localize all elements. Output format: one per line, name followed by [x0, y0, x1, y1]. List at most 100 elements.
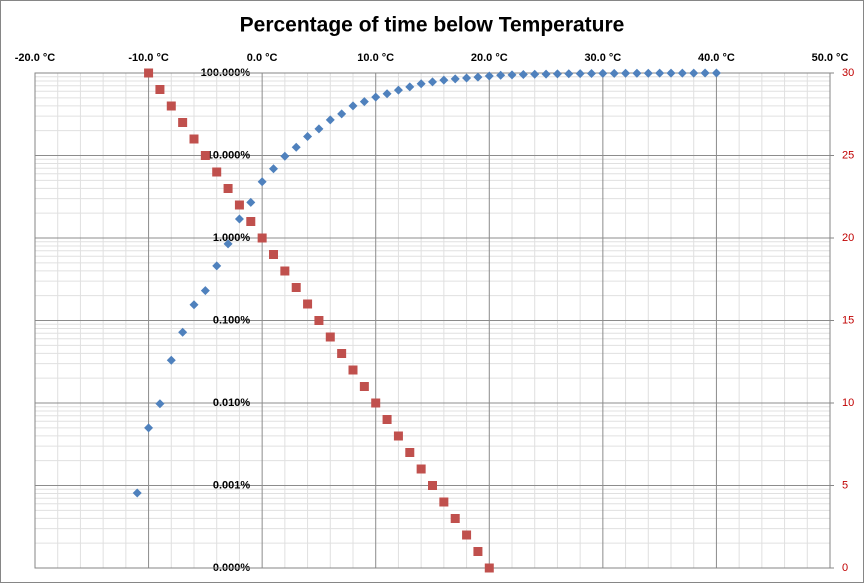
point — [575, 69, 585, 79]
point — [337, 349, 347, 358]
point — [348, 365, 358, 375]
point — [166, 101, 176, 111]
point — [144, 68, 154, 78]
y-tick-label: 10.000% — [207, 149, 251, 161]
point — [450, 514, 460, 523]
point — [155, 399, 165, 409]
point — [359, 97, 369, 107]
point — [144, 423, 154, 433]
point — [632, 68, 642, 78]
point — [269, 164, 278, 174]
point — [303, 299, 313, 309]
point — [291, 283, 301, 292]
y-tick-label: 1.000% — [213, 232, 251, 244]
point — [507, 70, 517, 80]
point — [155, 85, 165, 94]
point — [428, 481, 437, 490]
x-tick-label: 50.0 °C — [812, 52, 849, 64]
point — [587, 69, 596, 79]
point — [677, 68, 687, 78]
point — [530, 69, 540, 79]
point — [689, 68, 699, 78]
point — [325, 115, 335, 125]
point — [200, 151, 210, 160]
x-tick-label: 40.0 °C — [698, 52, 735, 64]
point — [200, 286, 210, 296]
point — [303, 131, 313, 141]
x-tick-label: -20.0 °C — [15, 52, 56, 64]
point — [564, 69, 574, 79]
point — [711, 68, 721, 78]
point — [666, 68, 676, 78]
point — [166, 355, 176, 365]
point — [132, 488, 142, 498]
point — [484, 71, 494, 81]
point — [405, 448, 415, 457]
point — [189, 300, 199, 310]
point — [393, 85, 403, 95]
point — [382, 89, 392, 99]
point — [314, 124, 324, 134]
point — [462, 73, 472, 83]
point — [257, 177, 267, 187]
chart-title: Percentage of time below Temperature — [240, 14, 625, 37]
point — [246, 217, 256, 226]
y2-tick-label: 20 — [842, 232, 854, 244]
y2-tick-label: 0 — [842, 562, 848, 574]
point — [314, 316, 324, 325]
point — [371, 92, 381, 102]
point — [655, 68, 665, 78]
y-tick-label: 0.100% — [213, 314, 251, 326]
point — [416, 464, 426, 474]
point — [428, 77, 437, 87]
point — [609, 68, 619, 78]
point — [382, 415, 392, 424]
point — [269, 250, 278, 259]
point — [439, 497, 449, 507]
x-tick-label: 20.0 °C — [471, 52, 508, 64]
y2-tick-label: 30 — [842, 67, 854, 79]
point — [462, 530, 472, 540]
point — [552, 69, 562, 79]
point — [416, 79, 426, 89]
point — [189, 134, 199, 144]
point — [439, 75, 449, 85]
point — [280, 266, 290, 276]
point — [393, 431, 403, 441]
x-tick-label: 0.0 °C — [247, 52, 278, 64]
point — [371, 398, 381, 408]
point — [348, 101, 358, 111]
point — [325, 332, 335, 342]
point — [405, 82, 415, 92]
point — [359, 382, 369, 391]
point — [178, 118, 188, 127]
y2-tick-label: 25 — [842, 149, 854, 161]
point — [223, 184, 233, 193]
x-tick-label: 10.0 °C — [357, 52, 394, 64]
point — [246, 197, 256, 207]
point — [212, 167, 222, 177]
point — [621, 68, 631, 78]
point — [598, 68, 608, 78]
point — [337, 109, 347, 119]
x-tick-label: -10.0 °C — [128, 52, 169, 64]
point — [234, 200, 244, 210]
y2-tick-label: 5 — [842, 479, 848, 491]
point — [257, 233, 267, 243]
y2-tick-label: 10 — [842, 397, 854, 409]
point — [643, 68, 653, 78]
point — [496, 70, 506, 80]
point — [234, 214, 244, 224]
point — [178, 327, 188, 337]
point — [450, 74, 460, 84]
point — [518, 69, 528, 79]
y2-tick-label: 15 — [842, 314, 854, 326]
point — [484, 563, 494, 573]
y-tick-label: 0.010% — [213, 397, 251, 409]
point — [212, 261, 222, 271]
point — [473, 547, 483, 556]
point — [223, 239, 233, 249]
plot-area — [34, 72, 831, 569]
